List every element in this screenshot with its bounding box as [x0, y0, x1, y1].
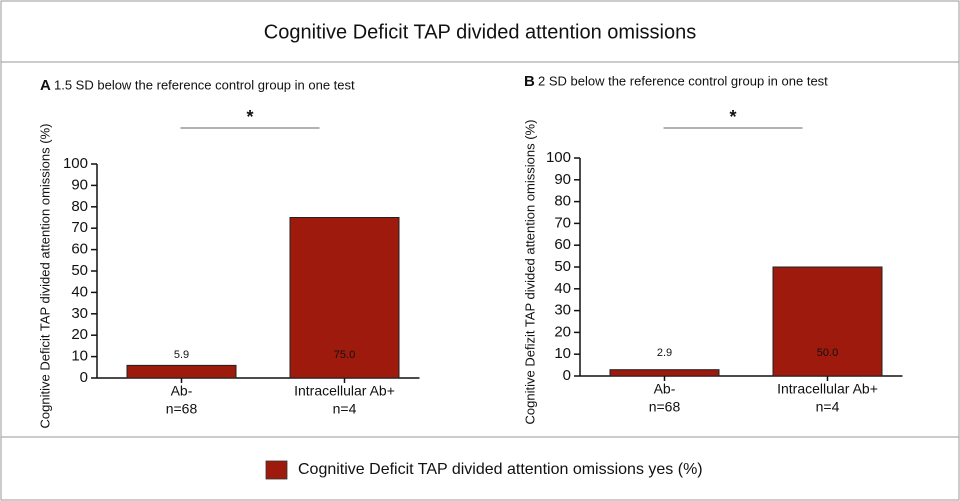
- x-tick-label: Ab-: [654, 381, 676, 397]
- y-tick-label: 10: [71, 348, 88, 365]
- y-tick-label: 30: [554, 302, 571, 319]
- y-axis-label: Cognitive Deficit TAP divided attention …: [37, 124, 52, 429]
- y-tick-label: 50: [71, 262, 88, 279]
- x-tick-label: Intracellular Ab+: [294, 383, 395, 399]
- y-tick-label: 40: [71, 283, 88, 300]
- y-tick-label: 90: [554, 171, 571, 188]
- significance-mark: *: [246, 107, 253, 127]
- bar: [609, 369, 720, 377]
- n-label: n=68: [166, 401, 198, 417]
- x-tick-label: Intracellular Ab+: [777, 381, 878, 397]
- y-tick-label: 60: [71, 241, 88, 258]
- y-axis-label: Cognitive Defizit TAP divided attention …: [522, 120, 537, 425]
- y-tick-label: 60: [554, 236, 571, 253]
- y-tick-label: 40: [554, 280, 571, 297]
- y-tick-label: 70: [554, 214, 571, 231]
- value-label: 5.9: [174, 349, 189, 361]
- panel-label: A: [40, 77, 51, 94]
- y-tick-label: 80: [71, 198, 88, 215]
- x-tick-label: Ab-: [171, 383, 193, 399]
- panel-subtitle: 1.5 SD below the reference control group…: [54, 77, 355, 92]
- legend-label: Cognitive Deficit TAP divided attention …: [298, 461, 703, 478]
- y-tick-label: 70: [71, 219, 88, 236]
- panel-subtitle: 2 SD below the reference control group i…: [538, 73, 828, 88]
- y-tick-label: 0: [80, 369, 88, 386]
- panel-label: B: [524, 73, 535, 90]
- y-tick-label: 30: [71, 305, 88, 322]
- y-tick-label: 10: [554, 345, 571, 362]
- y-tick-label: 20: [554, 323, 571, 340]
- legend-swatch: [265, 460, 288, 480]
- n-label: n=68: [649, 399, 681, 415]
- y-tick-label: 0: [563, 367, 571, 384]
- n-label: n=4: [333, 401, 357, 417]
- bar: [126, 364, 237, 379]
- y-tick-label: 20: [71, 326, 88, 343]
- bar: [289, 217, 400, 379]
- figure-title: Cognitive Deficit TAP divided attention …: [264, 21, 696, 43]
- value-label: 75.0: [334, 349, 355, 361]
- y-tick-label: 90: [71, 176, 88, 193]
- n-label: n=4: [816, 399, 840, 415]
- value-label: 50.0: [817, 347, 838, 359]
- value-label: 2.9: [657, 347, 672, 359]
- y-tick-label: 80: [554, 193, 571, 210]
- significance-mark: *: [729, 107, 736, 127]
- bar: [772, 266, 883, 377]
- y-tick-label: 50: [554, 258, 571, 275]
- y-tick-label: 100: [63, 155, 88, 172]
- y-tick-label: 100: [546, 149, 571, 166]
